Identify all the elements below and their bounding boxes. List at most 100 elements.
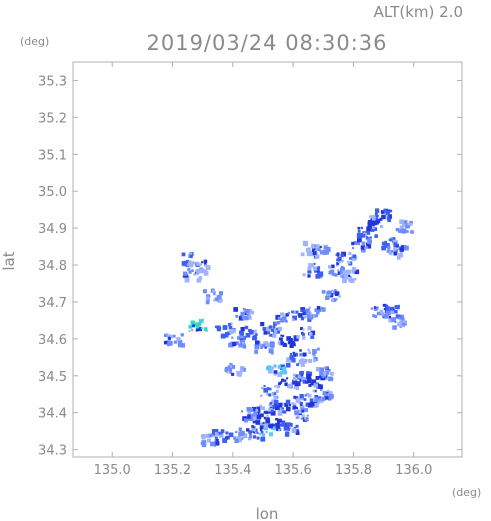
echo-pixel xyxy=(260,430,264,434)
echo-pixel xyxy=(390,318,395,322)
echo-pixel xyxy=(268,393,271,397)
echo-pixel xyxy=(254,344,260,350)
echo-pixel xyxy=(196,278,202,283)
echo-pixel xyxy=(228,323,231,326)
echo-pixel xyxy=(320,399,324,403)
echo-pixel xyxy=(259,404,262,407)
echo-pixel xyxy=(284,382,288,386)
echo-pixel xyxy=(233,436,237,440)
echo-pixel xyxy=(307,402,313,408)
echo-pixel xyxy=(383,314,388,319)
echo-pixel xyxy=(246,428,250,432)
x-tick-label: 135.6 xyxy=(275,463,312,478)
echo-pixel xyxy=(289,352,292,356)
echo-pixel xyxy=(207,299,210,302)
echo-pixel xyxy=(314,356,317,359)
echo-pixel xyxy=(396,256,401,260)
echo-pixel xyxy=(300,370,304,375)
echo-pixel xyxy=(409,220,413,225)
echo-pixel xyxy=(269,333,273,337)
echo-pixel xyxy=(307,269,312,274)
echo-pixel xyxy=(309,251,314,257)
echo-pixel xyxy=(388,315,391,319)
echo-pixel xyxy=(390,249,393,253)
echo-pixel xyxy=(270,426,274,430)
echo-pixel xyxy=(348,251,352,256)
echo-cell xyxy=(321,289,341,303)
echo-pixel xyxy=(361,233,366,238)
echo-pixel xyxy=(260,394,263,398)
echo-pixel xyxy=(312,264,315,267)
echo-pixel xyxy=(281,421,286,426)
echo-pixel xyxy=(383,303,387,307)
echo-pixel xyxy=(367,221,373,227)
echo-pixel xyxy=(308,378,311,381)
echo-pixel xyxy=(314,254,320,259)
echo-pixel xyxy=(325,247,331,252)
echo-pixel xyxy=(276,384,281,389)
echo-pixel xyxy=(206,294,211,299)
echo-pixel xyxy=(281,378,285,382)
y-unit-label: (deg) xyxy=(20,35,49,48)
echo-pixel xyxy=(311,243,314,247)
echo-pixel xyxy=(321,396,326,401)
echo-pixel xyxy=(325,251,329,255)
echo-pixel xyxy=(311,248,316,252)
echo-pixel xyxy=(340,267,345,272)
echo-pixel xyxy=(315,367,321,372)
echo-pixel xyxy=(284,432,290,437)
echo-pixel xyxy=(272,325,276,329)
echo-pixel xyxy=(305,381,309,384)
echo-pixel xyxy=(224,368,228,372)
echo-pixel xyxy=(200,327,203,330)
echo-pixel xyxy=(307,393,312,398)
echo-pixel xyxy=(215,441,220,446)
echo-pixel xyxy=(385,210,390,215)
echo-pixel xyxy=(331,264,335,269)
echo-pixel xyxy=(410,230,414,234)
y-tick-label: 34.7 xyxy=(38,296,67,311)
echo-pixel xyxy=(306,371,310,375)
echo-pixel xyxy=(341,260,344,263)
echo-pixel xyxy=(199,263,203,266)
echo-pixel xyxy=(238,335,242,339)
echo-pixel xyxy=(256,406,261,411)
echo-pixel xyxy=(328,391,333,396)
echo-pixel xyxy=(295,431,300,435)
echo-pixel xyxy=(322,249,328,255)
echo-pixel xyxy=(354,278,357,281)
echo-pixel xyxy=(313,383,318,388)
echo-pixel xyxy=(315,248,318,251)
echo-pixel xyxy=(218,291,223,296)
echo-pixel xyxy=(249,330,254,335)
echo-pixel xyxy=(357,237,362,243)
echo-pixel xyxy=(241,437,244,440)
echo-pixel xyxy=(301,377,304,380)
echo-pixel xyxy=(317,308,322,312)
echo-pixel xyxy=(312,349,317,354)
echo-pixel xyxy=(299,394,304,399)
echo-pixel xyxy=(397,322,402,327)
echo-pixel xyxy=(380,210,385,214)
echo-pixel xyxy=(402,320,406,324)
echo-cell xyxy=(277,334,296,348)
echo-pixel xyxy=(236,436,241,441)
echo-pixel xyxy=(347,269,352,274)
echo-pixel xyxy=(392,325,397,330)
echo-pixel xyxy=(306,251,312,257)
echo-pixel xyxy=(231,328,236,334)
echo-pixel xyxy=(229,371,232,374)
echo-pixel xyxy=(225,327,228,330)
echo-pixel xyxy=(389,209,393,213)
echo-pixel xyxy=(293,426,296,430)
echo-pixel xyxy=(349,278,355,283)
echo-pixel xyxy=(295,406,298,410)
echo-pixel xyxy=(328,265,332,269)
echo-pixel xyxy=(188,270,192,274)
echo-pixel xyxy=(201,440,207,446)
x-tick-label: 136.0 xyxy=(395,463,432,478)
echo-pixel xyxy=(405,223,408,226)
echo-pixel xyxy=(188,261,192,266)
echo-pixel xyxy=(300,401,303,405)
